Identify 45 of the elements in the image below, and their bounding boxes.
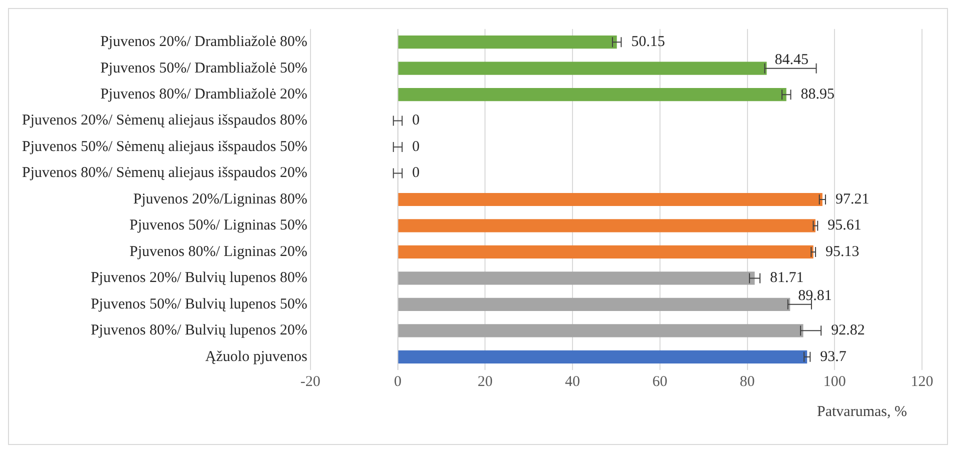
bar bbox=[398, 350, 808, 364]
y-tick-label: Pjuvenos 80%/ Sėmenų aliejaus išspaudos 20% bbox=[22, 165, 308, 182]
x-tick-label: 40 bbox=[565, 374, 580, 390]
y-tick-label: Pjuvenos 80%/ Ligninas 20% bbox=[129, 244, 308, 260]
bar bbox=[398, 62, 767, 75]
y-tick-label: Pjuvenos 20%/ Sėmenų aliejaus išspaudos 80% bbox=[22, 112, 308, 129]
y-tick-label: Pjuvenos 50%/ Sėmenų aliejaus išspaudos 50% bbox=[22, 138, 308, 155]
data-label: 0 bbox=[412, 112, 420, 129]
y-tick-label: Pjuvenos 50%/ Drambliažolė 50% bbox=[100, 60, 308, 76]
bar bbox=[398, 324, 804, 338]
bar bbox=[398, 88, 786, 102]
y-tick-label: Pjuvenos 50%/ Ligninas 50% bbox=[129, 218, 308, 234]
x-tick-label: -20 bbox=[300, 374, 320, 390]
data-label: 0 bbox=[412, 138, 420, 155]
x-tick-label: 20 bbox=[478, 374, 493, 390]
y-tick-label: Ąžuolo pjuvenos bbox=[205, 348, 308, 365]
y-tick-label: Pjuvenos 50%/ Bulvių lupenos 50% bbox=[90, 296, 308, 312]
data-label: 88.95 bbox=[800, 86, 834, 103]
bar bbox=[398, 192, 822, 206]
bar bbox=[398, 272, 755, 285]
data-label: 81.71 bbox=[770, 270, 804, 286]
x-tick-label: 120 bbox=[910, 374, 934, 390]
x-axis-title: Patvarumas, % bbox=[816, 404, 908, 422]
y-tick-label: Pjuvenos 20%/ Bulvių lupenos 80% bbox=[90, 270, 308, 286]
bar bbox=[398, 245, 814, 259]
data-label: 92.82 bbox=[831, 322, 865, 339]
x-tick-label: 60 bbox=[652, 374, 668, 390]
x-tick-label: 80 bbox=[740, 374, 755, 390]
y-tick-label: Pjuvenos 80%/ Drambliažolė 20% bbox=[100, 86, 308, 103]
data-label: 50.15 bbox=[631, 34, 665, 50]
data-label: 97.21 bbox=[835, 191, 870, 208]
x-tick-label: 0 bbox=[394, 374, 402, 390]
data-label: 84.45 bbox=[774, 52, 808, 68]
bar bbox=[398, 298, 790, 311]
bar bbox=[398, 219, 816, 232]
y-tick-label: Pjuvenos 80%/ Bulvių lupenos 20% bbox=[90, 322, 308, 339]
data-label: 93.7 bbox=[820, 348, 847, 365]
bar bbox=[398, 36, 617, 49]
data-label: 95.61 bbox=[828, 218, 862, 234]
y-tick-label: Pjuvenos 20%/Ligninas 80% bbox=[133, 191, 308, 208]
x-tick-label: 100 bbox=[823, 374, 846, 390]
data-label: 89.81 bbox=[798, 288, 832, 304]
y-tick-label: Pjuvenos 20%/ Drambliažolė 80% bbox=[100, 34, 308, 50]
data-label: 95.13 bbox=[826, 244, 860, 260]
data-label: 0 bbox=[412, 165, 420, 182]
